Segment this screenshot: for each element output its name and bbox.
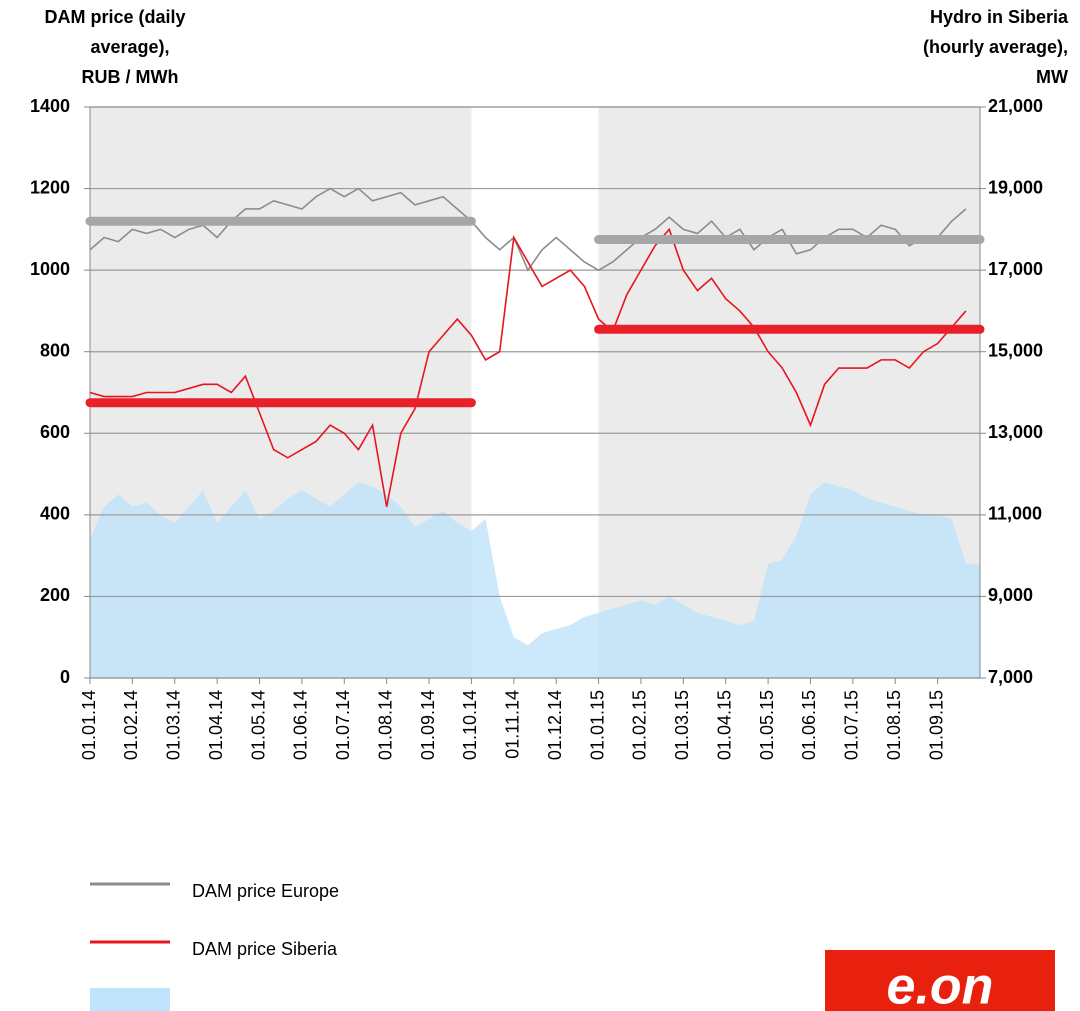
y-tick-label: 1200 [30,177,70,197]
y2-axis-title: Hydro in Siberia [930,7,1069,27]
x-tick-label: 01.06.14 [291,690,311,760]
x-tick-label: 01.12.14 [545,690,565,760]
y2-tick-label: 17,000 [988,259,1043,279]
x-tick-label: 01.11.14 [503,690,523,759]
y2-tick-label: 21,000 [988,96,1043,116]
x-tick-label: 01.04.15 [714,690,734,760]
x-tick-label: 01.07.14 [333,690,353,760]
x-tick-label: 01.01.15 [587,690,607,760]
y-tick-label: 800 [40,340,70,360]
y2-tick-label: 7,000 [988,667,1033,687]
hydro-area [90,482,980,678]
legend-swatch [90,988,170,1011]
x-tick-label: 01.05.15 [757,690,777,760]
x-tick-label: 01.08.15 [884,690,904,760]
y-axis-title: average), [90,37,169,57]
y2-tick-label: 15,000 [988,340,1043,360]
y2-axis-title: MW [1036,67,1068,87]
x-tick-label: 01.05.14 [248,690,268,760]
y2-tick-label: 9,000 [988,585,1033,605]
x-tick-label: 01.09.14 [418,690,438,760]
price-line [89,227,967,507]
y-tick-label: 0 [60,667,70,687]
y2-tick-label: 19,000 [988,177,1043,197]
x-tick-label: 01.01.14 [79,690,99,760]
y-tick-label: 1000 [30,259,70,279]
x-tick-label: 01.02.15 [630,690,650,760]
logo-box [825,950,1055,1011]
x-tick-label: 01.09.15 [926,690,946,760]
y-tick-label: 200 [40,585,70,605]
x-tick-label: 01.02.14 [121,690,141,760]
x-tick-label: 01.06.15 [799,690,819,760]
y-axis-title: DAM price (daily [44,7,185,27]
x-tick-label: 01.04.14 [206,690,226,760]
logo: e.on [887,958,994,1011]
y2-tick-label: 11,000 [988,504,1042,524]
y-tick-label: 600 [40,422,70,442]
x-tick-label: 01.03.14 [164,690,184,760]
x-tick-label: 01.10.14 [460,690,480,760]
x-tick-label: 01.08.14 [375,690,395,760]
y2-axis-title: (hourly average), [923,37,1068,57]
x-tick-label: 01.03.15 [672,690,692,760]
y2-tick-label: 13,000 [988,422,1043,442]
y-axis-title: RUB / MWh [82,67,179,87]
y-tick-label: 1400 [30,96,70,116]
legend-label: DAM price Siberia [192,939,338,959]
legend-label: DAM price Europe [192,881,339,901]
x-tick-label: 01.07.15 [842,690,862,760]
y-tick-label: 400 [40,504,70,524]
